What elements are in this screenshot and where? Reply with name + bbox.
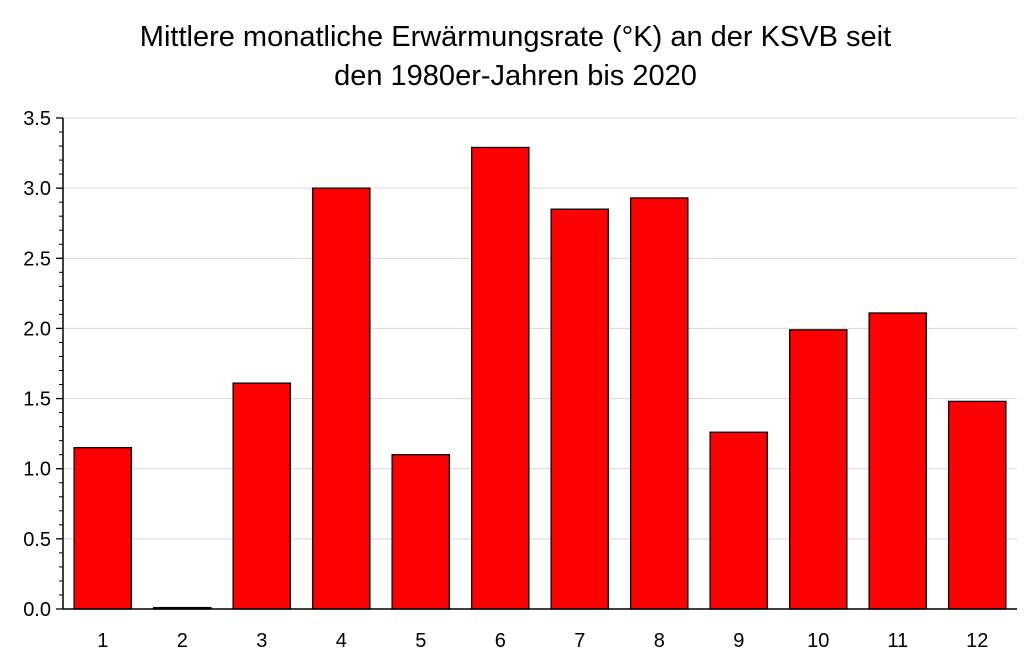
y-tick-label: 1.5 — [23, 389, 51, 411]
chart-title-line-1: Mittlere monatliche Erwärmungsrate (°K) … — [139, 21, 892, 53]
y-tick-label: 2.5 — [23, 248, 51, 270]
bar-month-8 — [629, 197, 689, 610]
y-tick-label: 0.5 — [23, 529, 51, 551]
bar-month-1 — [73, 447, 133, 610]
gridlines — [63, 117, 1017, 540]
y-tick-label: 3.0 — [23, 178, 51, 200]
y-tick-label: 3.5 — [23, 108, 51, 130]
x-tick-label: 1 — [97, 630, 108, 652]
bar-month-3 — [232, 382, 292, 610]
y-tick-label: 1.0 — [23, 459, 51, 481]
x-tick-label: 12 — [966, 630, 988, 652]
y-tick-label: 2.0 — [23, 318, 51, 340]
x-tick-label: 11 — [887, 630, 908, 652]
x-tick-label: 9 — [733, 630, 744, 652]
x-tick-label: 6 — [495, 630, 506, 652]
bar-month-11 — [868, 312, 928, 610]
x-tick-label: 8 — [654, 630, 665, 652]
x-tick-label: 7 — [574, 630, 585, 652]
x-tick-label: 2 — [177, 630, 188, 652]
bar-month-6 — [470, 146, 530, 610]
bar-month-4 — [311, 187, 371, 610]
y-tick-label: 0.0 — [23, 599, 51, 621]
x-tick-label: 3 — [256, 630, 267, 652]
bar-month-9 — [709, 431, 769, 610]
x-tick-label: 4 — [336, 630, 347, 652]
bar-month-10 — [788, 329, 848, 610]
x-tick-label: 10 — [807, 630, 829, 652]
bar-month-5 — [391, 454, 451, 610]
bars — [73, 146, 1007, 610]
x-tick-label: 5 — [415, 630, 426, 652]
x-tick-labels: 1 2 3 4 5 6 7 8 9 10 11 12 — [97, 630, 988, 652]
chart-title: Mittlere monatliche Erwärmungsrate (°K) … — [0, 18, 1031, 96]
axes — [56, 117, 1017, 610]
chart-title-line-2: den 1980er-Jahren bis 2020 — [334, 60, 697, 92]
y-tick-labels: 0.0 0.5 1.0 1.5 2.0 2.5 3.0 3.5 — [23, 108, 51, 621]
bar-month-7 — [550, 208, 610, 610]
bar-month-12 — [947, 400, 1007, 610]
